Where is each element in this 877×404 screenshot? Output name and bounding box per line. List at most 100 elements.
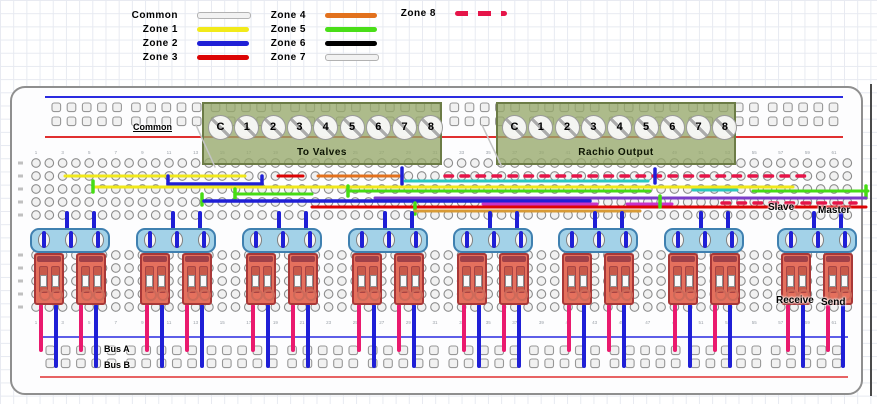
dip-foot	[516, 289, 528, 301]
slave-label: Slave	[768, 202, 795, 213]
strip-pin	[570, 231, 574, 248]
strip-pin	[730, 231, 734, 248]
strip-hole	[461, 231, 473, 248]
terminal-pin-label: 6	[375, 121, 382, 133]
strip-hole	[410, 231, 422, 248]
dip-switch-knob	[686, 275, 693, 287]
svg-text:13: 13	[193, 320, 199, 325]
dip-switch-knob	[306, 275, 313, 287]
svg-text:59: 59	[805, 150, 811, 155]
terminal-pin-label: 5	[348, 121, 356, 133]
dip-switch	[34, 253, 64, 305]
legend-item: Zone 3	[92, 51, 249, 64]
dip-switch-knob	[200, 275, 207, 287]
panel-title: Rachio Output	[578, 147, 654, 158]
dip-foot	[399, 289, 411, 301]
svg-text:1: 1	[35, 150, 38, 155]
svg-text:17: 17	[246, 320, 252, 325]
dip-switch-knob	[82, 275, 89, 287]
wire-segment	[195, 124, 216, 168]
svg-text:3: 3	[61, 320, 64, 325]
svg-text:39: 39	[539, 320, 545, 325]
svg-text:29: 29	[406, 320, 412, 325]
strip-pin	[42, 231, 46, 248]
dip-foot	[93, 289, 105, 301]
terminal-pin-label: 2	[270, 121, 277, 133]
dip-switch-knob	[40, 275, 47, 287]
dip-foot	[51, 289, 63, 301]
dip-foot	[504, 289, 516, 301]
dip-switch	[76, 253, 106, 305]
dip-switch	[499, 253, 529, 305]
svg-text:11: 11	[167, 150, 172, 155]
terminal-pin-label: 5	[642, 121, 650, 133]
signal-wires	[63, 124, 870, 216]
bus-b-label: Bus B	[104, 360, 131, 370]
dip-switch-knob	[716, 275, 723, 287]
terminal-pin-7: 7	[392, 115, 418, 140]
dip-switch	[668, 253, 698, 305]
svg-text:47: 47	[645, 320, 651, 325]
dip-pin-bar	[607, 256, 631, 262]
strip-hole	[785, 231, 797, 248]
connector-strip	[30, 228, 110, 253]
svg-text:1: 1	[35, 320, 38, 325]
strip-hole	[726, 231, 738, 248]
dip-switch-knob	[580, 275, 587, 287]
legend-item: Common	[92, 9, 251, 22]
dip-foot	[621, 289, 633, 301]
dip-foot	[357, 289, 369, 301]
svg-text:61: 61	[831, 320, 837, 325]
terminal-pin-C: C	[502, 115, 527, 140]
dip-switch-knob	[674, 275, 681, 287]
bus-a-label: Bus A	[104, 344, 130, 354]
dip-foot	[39, 289, 51, 301]
terminal-pin-label: 2	[564, 121, 571, 133]
dip-switch-knob	[610, 275, 617, 287]
strip-hole	[839, 231, 851, 248]
terminal-pin-label: 3	[590, 121, 597, 133]
dip-foot	[462, 289, 474, 301]
terminal-pin-1: 1	[234, 115, 260, 140]
dip-foot	[840, 289, 852, 301]
strip-pin	[703, 231, 707, 248]
dip-switch	[457, 253, 487, 305]
strip-pin	[816, 231, 820, 248]
dip-switch-knob	[841, 275, 848, 287]
terminal-pin-4: 4	[313, 115, 339, 140]
legend-label: Zone 7	[270, 52, 306, 63]
connector-strip	[777, 228, 857, 253]
dip-pin-bar	[460, 256, 484, 262]
dip-switch-knob	[358, 275, 365, 287]
dip-switch-knob	[622, 275, 629, 287]
dip-switch-knob	[728, 275, 735, 287]
connector-strip	[453, 228, 533, 253]
strip-pin	[843, 231, 847, 248]
strip-pin	[281, 231, 285, 248]
terminal-pin-1: 1	[528, 115, 554, 140]
strip-hole	[92, 231, 104, 248]
dip-pin-bar	[249, 256, 273, 262]
svg-text:35: 35	[486, 320, 492, 325]
svg-text:53: 53	[725, 320, 731, 325]
svg-text:31: 31	[432, 320, 438, 325]
dip-switch	[246, 253, 276, 305]
terminal-pin-4: 4	[607, 115, 633, 140]
svg-text:37: 37	[512, 320, 518, 325]
strip-pin	[96, 231, 100, 248]
dip-pin-bar	[826, 256, 850, 262]
legend-color-swatch	[325, 54, 379, 61]
svg-text:5: 5	[88, 320, 91, 325]
strip-hole	[277, 231, 289, 248]
svg-text:33: 33	[459, 320, 465, 325]
terminal-pin-label: 3	[296, 121, 303, 133]
strip-hole	[383, 231, 395, 248]
dip-switch	[604, 253, 634, 305]
legend-label: Zone 3	[142, 52, 178, 63]
dip-foot	[673, 289, 685, 301]
strip-hole	[515, 231, 527, 248]
dip-foot	[828, 289, 840, 301]
connector-strip	[558, 228, 638, 253]
strip-pin	[676, 231, 680, 248]
svg-text:57: 57	[778, 320, 784, 325]
